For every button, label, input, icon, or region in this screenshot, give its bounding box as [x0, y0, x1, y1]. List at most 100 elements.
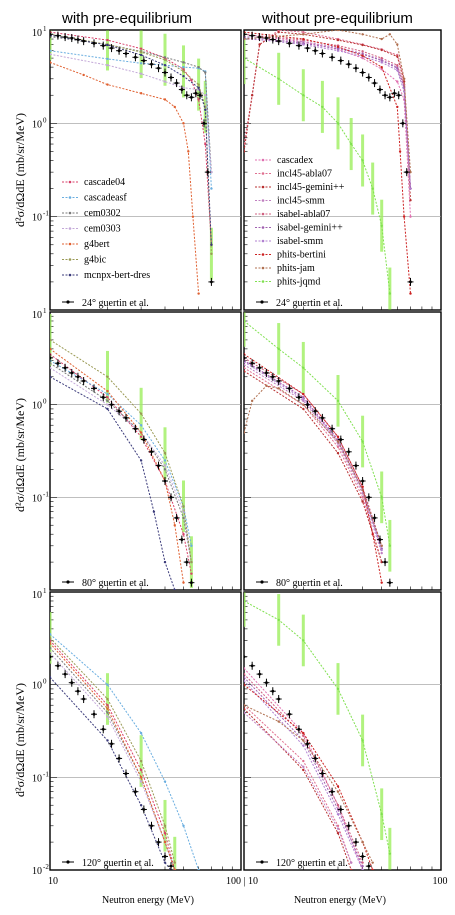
experiment-point	[383, 93, 387, 97]
series-point-isabel-smm	[409, 187, 412, 190]
series-point-phits-jam	[361, 840, 364, 844]
y-axis-label-row2: d²σ/dΩdE (mb/sr/MeV)	[13, 398, 27, 512]
series-point-phits-jqmd	[302, 94, 305, 97]
series-point-incl45-smm	[336, 827, 340, 830]
legend-entry: isabel-smm	[277, 236, 323, 247]
series-point-isabel-smm	[336, 813, 340, 816]
series-line-cem0302	[50, 362, 192, 563]
panel-frame	[243, 591, 442, 871]
series-point-g4bert	[106, 389, 109, 393]
column-title-right: without pre-equilibrium	[261, 10, 413, 27]
series-point-mcnpx-bert-dres	[139, 804, 143, 807]
series-point-phits-jam	[302, 33, 305, 36]
series-point-mcnpx-bert-dres	[106, 739, 109, 742]
series-point-phits-jam	[396, 43, 399, 46]
experiment-point	[134, 790, 137, 794]
series-point-cascadeasf	[182, 824, 185, 827]
experiment-point	[373, 81, 376, 85]
series-line-isabel-gemini++	[244, 676, 364, 867]
series-point-g4bert	[139, 431, 143, 434]
series-point-g4bic	[106, 697, 109, 701]
experiment-point	[313, 757, 317, 760]
legend-right: cascadex incl45-abla07 incl45-gemini++ incl…	[255, 155, 345, 288]
series-line-cascade04	[50, 640, 176, 870]
series-point-incl45-smm	[349, 861, 353, 864]
series-point-phits-jqmd	[321, 105, 324, 109]
experiment-point	[347, 62, 351, 66]
experiment-point	[271, 38, 275, 41]
y-tick-exponent: 1	[43, 25, 47, 33]
experiment-point	[180, 538, 184, 541]
series-point-incl45-abla07	[336, 824, 340, 827]
experiment-point	[271, 375, 275, 379]
series-line-phits-jam	[244, 704, 374, 863]
experiment-point	[388, 581, 392, 585]
experiment-point	[50, 32, 52, 36]
experiment-point	[150, 62, 153, 66]
experiment-point	[56, 664, 60, 668]
annotation-marker	[260, 300, 264, 304]
experiment-point	[330, 790, 334, 794]
experiment-point	[82, 39, 86, 43]
series-point-cem0303	[163, 80, 167, 83]
series-point-isabel-gemini++	[396, 66, 399, 70]
series-point-incl45-smm	[380, 551, 383, 555]
series-point-cascadeasf	[163, 459, 167, 462]
series-point-g4bert	[139, 92, 143, 95]
series-point-phits-jqmd	[302, 639, 305, 642]
series-point-cem0302	[50, 362, 52, 365]
experiment-point	[250, 34, 254, 38]
series-point-g4bert	[106, 707, 109, 710]
series-point-cascadeasf	[106, 392, 109, 396]
experiment-point	[383, 560, 387, 564]
series-point-cem0303	[210, 170, 213, 174]
annotation-marker	[66, 300, 70, 304]
y-axis-labels: d²σ/dΩdE (mb/sr/MeV) d²σ/dΩdE (mb/sr/MeV…	[13, 113, 27, 797]
y-tick-label: 10	[32, 773, 42, 784]
series-line-mcnpx-bert-dres	[50, 676, 172, 870]
series-point-incl45-gemini++	[349, 868, 353, 870]
series-point-mcnpx-bert-dres	[204, 108, 207, 111]
experiment-point	[297, 44, 301, 48]
series-point-cem0303	[139, 72, 143, 75]
series-point-cascade04	[190, 572, 193, 575]
legend-swatch-point	[261, 226, 265, 229]
experiment-point	[101, 395, 105, 399]
experiment-point	[117, 409, 121, 413]
experiment-point	[198, 93, 202, 97]
series-point-cem0303	[50, 53, 52, 56]
y-tick-exponent: 0	[43, 398, 47, 406]
series-point-phits-jqmd	[336, 687, 340, 691]
series-point-phits-jam	[361, 488, 364, 492]
experiment-point	[388, 95, 392, 99]
series-point-mcnpx-bert-dres	[163, 560, 167, 564]
annotation-row1-left: 24° guertin et al.	[82, 298, 149, 309]
y-tick-exponent: 1	[43, 587, 47, 595]
panel-frame	[243, 29, 442, 311]
series-point-phits-bertini	[302, 731, 305, 735]
series-point-phits-jqmd	[361, 440, 364, 443]
series-point-phits-jam	[244, 704, 246, 707]
series-point-phits-jam	[388, 33, 392, 36]
experiment-point	[63, 35, 67, 39]
series-point-phits-jqmd	[388, 544, 392, 547]
legend-entry: phits-jam	[277, 263, 315, 274]
legend-entry: cascadex	[277, 155, 313, 166]
series-point-phits-jqmd	[277, 618, 280, 622]
series-line-incl45-smm	[244, 38, 411, 189]
series-point-incl45-gemini++	[361, 500, 364, 503]
series-point-g4bic	[173, 861, 176, 864]
experiment-point	[313, 409, 317, 413]
series-point-isabel-gemini++	[380, 59, 383, 62]
y-axis-label-row3: d²σ/dΩdE (mb/sr/MeV)	[13, 683, 27, 797]
series-line-isabel-abla07	[244, 33, 411, 189]
experiment-point	[277, 39, 281, 43]
x-tick-label-boundary: 100 | 10	[226, 876, 258, 887]
series-point-phits-jqmd	[380, 813, 383, 816]
series-point-phits-jam	[361, 33, 364, 36]
series-point-g4bic	[50, 338, 52, 342]
experiment-point	[92, 386, 96, 390]
y-tick-label: 10	[32, 590, 42, 601]
y-axis-label-row1: d²σ/dΩdE (mb/sr/MeV)	[13, 113, 27, 227]
panel-row2-right	[243, 311, 442, 591]
